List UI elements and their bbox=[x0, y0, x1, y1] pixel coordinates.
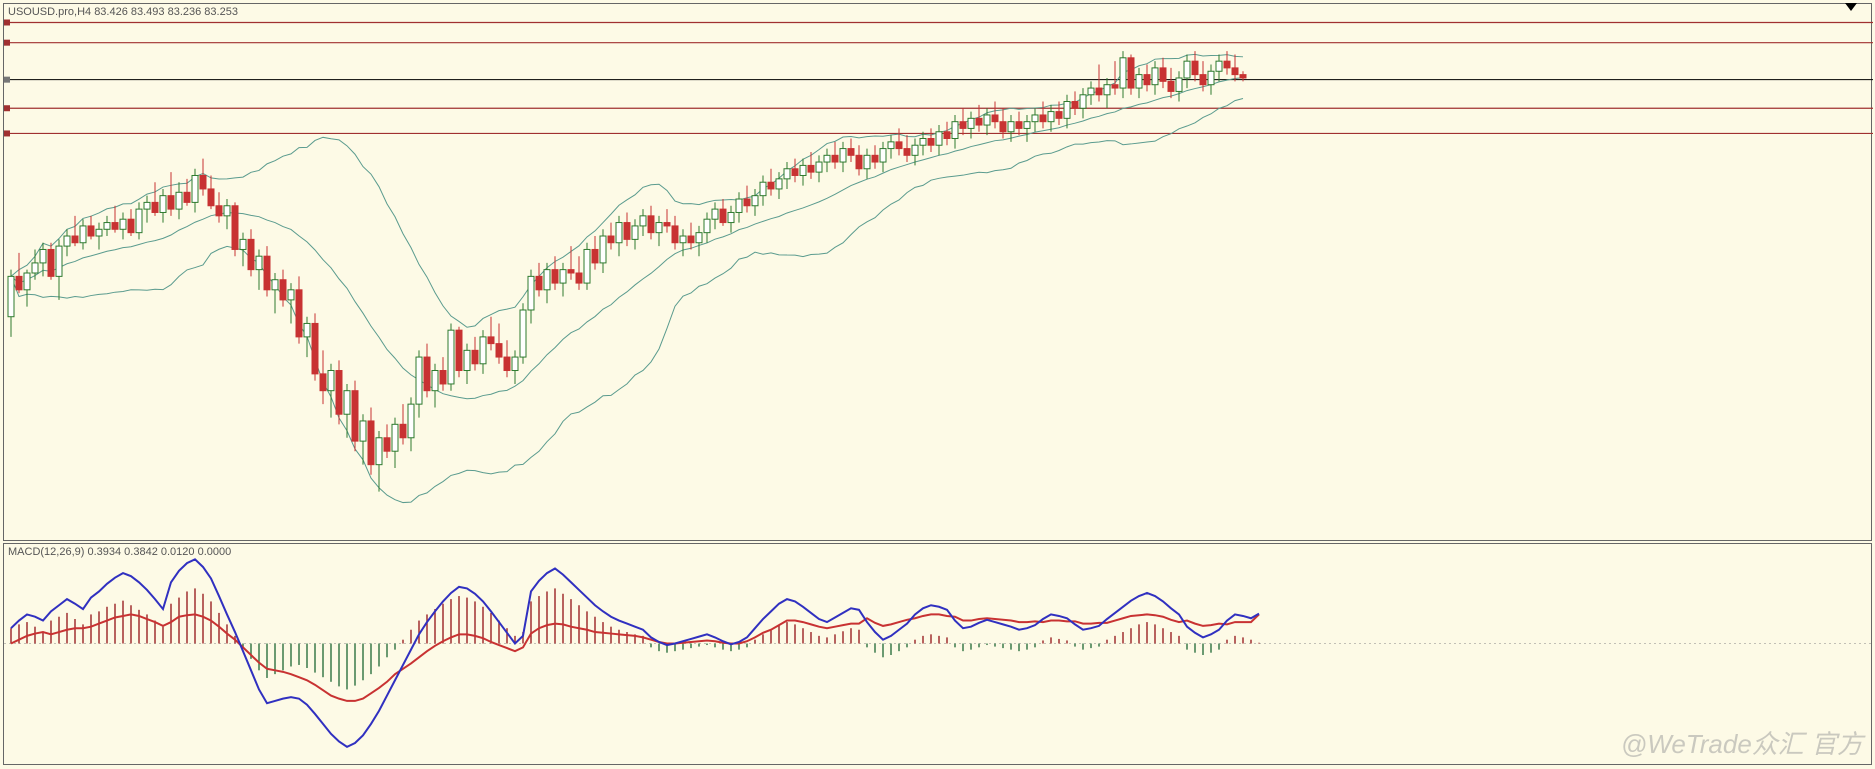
watermark-text: @WeTrade众汇 官方 bbox=[1621, 724, 1863, 761]
macd-chart-svg bbox=[4, 544, 1873, 766]
macd-indicator[interactable]: MACD(12,26,9) 0.3934 0.3842 0.0120 0.000… bbox=[3, 543, 1872, 765]
price-chart[interactable]: USOUSD.pro,H4 83.426 83.493 83.236 83.25… bbox=[3, 3, 1872, 541]
price-chart-svg bbox=[4, 4, 1873, 542]
symbol-label: USOUSD.pro,H4 83.426 83.493 83.236 83.25… bbox=[8, 6, 238, 18]
macd-label: MACD(12,26,9) 0.3934 0.3842 0.0120 0.000… bbox=[8, 546, 231, 558]
chart-dropdown-icon[interactable] bbox=[1845, 3, 1857, 11]
